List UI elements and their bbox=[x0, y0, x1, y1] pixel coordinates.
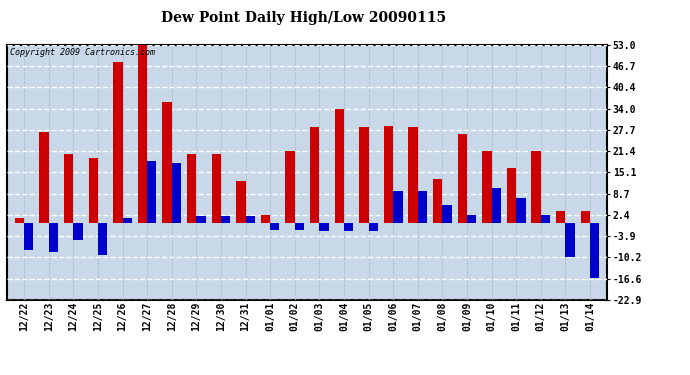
Bar bbox=[49, 223, 58, 252]
Bar bbox=[482, 151, 491, 223]
Bar bbox=[261, 215, 270, 223]
Bar bbox=[531, 151, 541, 223]
Bar bbox=[24, 223, 34, 250]
Bar bbox=[310, 127, 319, 223]
Bar bbox=[393, 191, 402, 223]
Bar bbox=[344, 223, 353, 231]
Bar bbox=[73, 223, 83, 240]
Bar bbox=[384, 126, 393, 223]
Bar bbox=[565, 223, 575, 256]
Bar bbox=[246, 216, 255, 223]
Bar bbox=[408, 127, 417, 223]
Bar bbox=[123, 218, 132, 223]
Bar bbox=[442, 205, 452, 223]
Bar bbox=[236, 181, 246, 223]
Bar bbox=[88, 158, 98, 223]
Bar bbox=[197, 216, 206, 223]
Bar bbox=[541, 214, 550, 223]
Text: Copyright 2009 Cartronics.com: Copyright 2009 Cartronics.com bbox=[10, 48, 155, 57]
Bar bbox=[359, 127, 368, 223]
Bar bbox=[433, 179, 442, 223]
Bar bbox=[221, 216, 230, 223]
Bar bbox=[467, 214, 476, 223]
Bar bbox=[286, 151, 295, 223]
Bar bbox=[368, 223, 378, 231]
Bar bbox=[39, 132, 49, 223]
Bar bbox=[417, 191, 427, 223]
Bar bbox=[162, 102, 172, 223]
Text: Dew Point Daily High/Low 20090115: Dew Point Daily High/Low 20090115 bbox=[161, 11, 446, 25]
Bar bbox=[556, 211, 565, 223]
Bar bbox=[138, 45, 147, 223]
Bar bbox=[187, 154, 197, 223]
Bar bbox=[14, 218, 24, 223]
Bar bbox=[295, 223, 304, 230]
Bar bbox=[590, 223, 600, 279]
Bar bbox=[457, 134, 467, 223]
Bar bbox=[98, 223, 107, 255]
Bar bbox=[113, 62, 123, 223]
Bar bbox=[516, 198, 526, 223]
Bar bbox=[64, 154, 73, 223]
Bar bbox=[580, 211, 590, 223]
Bar bbox=[319, 223, 328, 231]
Bar bbox=[491, 188, 501, 223]
Bar bbox=[172, 163, 181, 223]
Bar bbox=[212, 154, 221, 223]
Bar bbox=[507, 168, 516, 223]
Bar bbox=[335, 109, 344, 223]
Bar bbox=[147, 161, 157, 223]
Bar bbox=[270, 223, 279, 230]
